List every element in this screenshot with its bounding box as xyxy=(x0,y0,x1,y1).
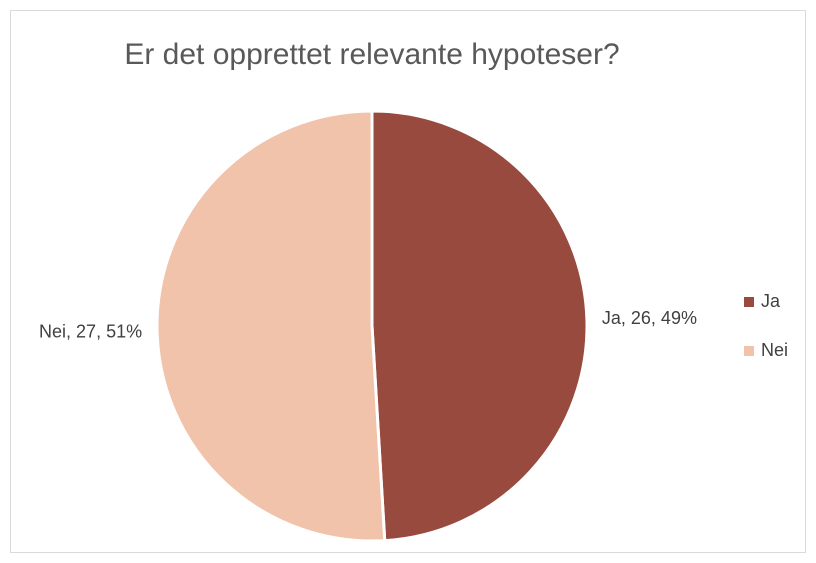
legend-label: Nei xyxy=(761,340,788,360)
pie-slice xyxy=(370,109,589,543)
data-label: Nei, 27, 51% xyxy=(39,322,142,342)
chart-title: Er det opprettet relevante hypoteser? xyxy=(124,38,619,71)
legend-swatch xyxy=(744,346,754,356)
legend-swatch xyxy=(744,297,754,307)
data-label: Ja, 26, 49% xyxy=(602,308,697,328)
legend-label: Ja xyxy=(761,291,781,311)
pie-slice xyxy=(155,109,387,543)
